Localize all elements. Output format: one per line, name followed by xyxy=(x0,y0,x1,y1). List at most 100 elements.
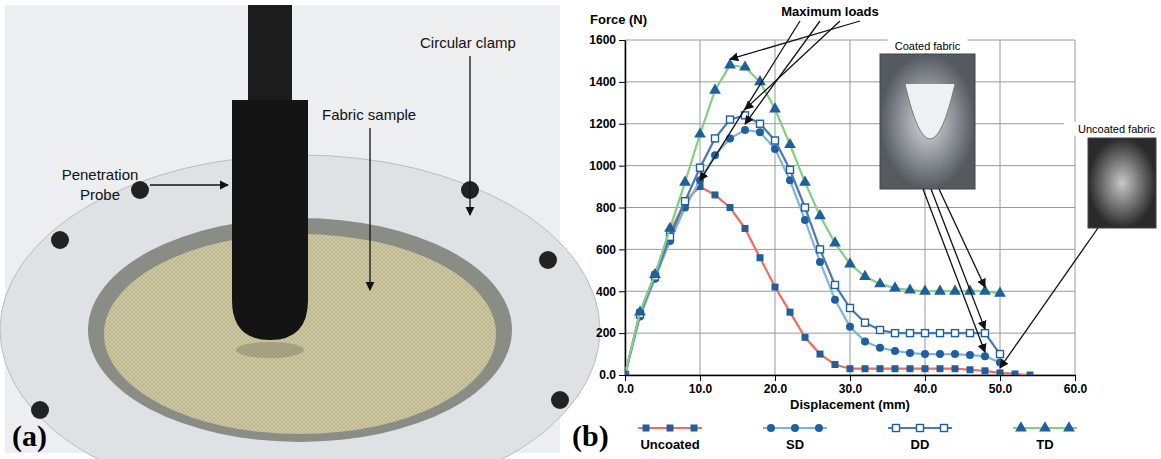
tick-label: 1400 xyxy=(589,75,616,89)
data-point xyxy=(742,225,749,232)
data-point xyxy=(1012,370,1019,375)
data-point xyxy=(997,369,1004,375)
tick-mark xyxy=(619,124,625,125)
annotation-arrow xyxy=(1000,228,1098,368)
inset-photo xyxy=(880,54,975,189)
tick-mark xyxy=(619,40,625,41)
data-point xyxy=(997,351,1004,358)
series-line xyxy=(625,65,1000,375)
panel-label: (a) xyxy=(12,419,47,453)
data-point xyxy=(937,330,944,337)
figure: PenetrationProbeFabric sampleCircular cl… xyxy=(0,0,1161,459)
grid-line xyxy=(625,81,1075,82)
clamp-bolt xyxy=(51,231,69,249)
tick: 1200 xyxy=(589,117,625,131)
tick: 1000 xyxy=(589,159,625,173)
data-point xyxy=(951,350,959,358)
data-point xyxy=(907,330,914,337)
data-point xyxy=(891,347,899,355)
legend-item: TD xyxy=(1013,421,1077,452)
tick-mark xyxy=(850,375,851,381)
clamp-bolt xyxy=(31,401,49,419)
annotation-arrow xyxy=(923,189,985,352)
inset-photo xyxy=(1088,138,1156,228)
x-axis-title: Displacement (mm) xyxy=(790,397,910,412)
legend-label: TD xyxy=(1036,437,1053,452)
data-point xyxy=(802,334,809,341)
data-point xyxy=(967,366,974,373)
legend: Uncoated SD DD TD xyxy=(638,421,1077,452)
data-point xyxy=(982,367,989,374)
data-point xyxy=(1027,372,1034,376)
data-point xyxy=(712,191,719,198)
tick: 1600 xyxy=(589,33,625,47)
tick-label: 10.0 xyxy=(689,382,713,396)
grid-line xyxy=(625,207,1075,208)
data-point xyxy=(844,257,856,267)
data-point xyxy=(859,270,871,280)
data-point xyxy=(741,126,749,134)
legend-marker xyxy=(691,425,698,432)
tick: 400 xyxy=(596,285,625,299)
annotation: Uncoated fabric xyxy=(1078,123,1156,135)
legend-marker xyxy=(643,425,650,432)
tick: 200 xyxy=(596,326,625,340)
tick-mark xyxy=(619,333,625,334)
data-point xyxy=(634,305,646,315)
grid-line xyxy=(625,165,1075,166)
annotation-arrow xyxy=(745,21,840,109)
annotation-arrow xyxy=(931,189,985,329)
data-point xyxy=(799,176,811,186)
photo-label: Fabric sample xyxy=(322,106,416,123)
data-point xyxy=(772,137,779,144)
legend-marker xyxy=(1063,421,1075,431)
label-patch xyxy=(1064,122,1157,136)
tick-label: 600 xyxy=(596,243,616,257)
data-point xyxy=(697,164,704,171)
legend-item: DD xyxy=(888,425,952,453)
data-point xyxy=(739,60,751,70)
data-point xyxy=(712,135,719,142)
data-point xyxy=(831,296,839,304)
tick-label: 1600 xyxy=(589,33,616,47)
data-point xyxy=(892,330,899,337)
grid-line xyxy=(625,291,1075,292)
legend-item: SD xyxy=(763,424,827,452)
data-point xyxy=(952,330,959,337)
tick-mark xyxy=(619,375,625,376)
tick-mark xyxy=(625,375,626,381)
data-point xyxy=(967,330,974,337)
data-point xyxy=(892,365,899,372)
data-point xyxy=(982,330,989,337)
data-point xyxy=(877,365,884,372)
label-arrow xyxy=(469,56,470,215)
tick-label: 20.0 xyxy=(764,382,788,396)
tick-mark xyxy=(619,82,625,83)
annotations: Maximum loadsCoated fabricUncoated fabri… xyxy=(700,4,1157,368)
data-point xyxy=(814,209,826,219)
tick-label: 50.0 xyxy=(989,382,1013,396)
panel-b: 0.010.020.030.040.050.060.00.02004006008… xyxy=(572,4,1157,453)
probe-body xyxy=(232,100,308,340)
x-axis: 0.010.020.030.040.050.060.0 xyxy=(617,375,1087,396)
tick-label: 200 xyxy=(596,326,616,340)
data-point xyxy=(934,284,946,294)
clamp-bolt xyxy=(551,391,569,409)
data-point xyxy=(769,102,781,112)
grid xyxy=(625,40,1075,375)
tick: 40.0 xyxy=(914,375,938,396)
data-point xyxy=(757,254,764,261)
tick-mark xyxy=(1075,375,1076,381)
data-point xyxy=(787,309,794,316)
data-point xyxy=(649,268,661,278)
tick-mark xyxy=(1000,375,1001,381)
data-point xyxy=(877,326,884,333)
data-point xyxy=(904,283,916,293)
tick-label: 1000 xyxy=(589,159,616,173)
grid-line xyxy=(625,333,1075,334)
tick-mark xyxy=(619,166,625,167)
legend-item: Uncoated xyxy=(638,425,702,453)
data-point xyxy=(709,83,721,93)
data-point xyxy=(889,281,901,291)
legend-marker xyxy=(791,424,799,432)
